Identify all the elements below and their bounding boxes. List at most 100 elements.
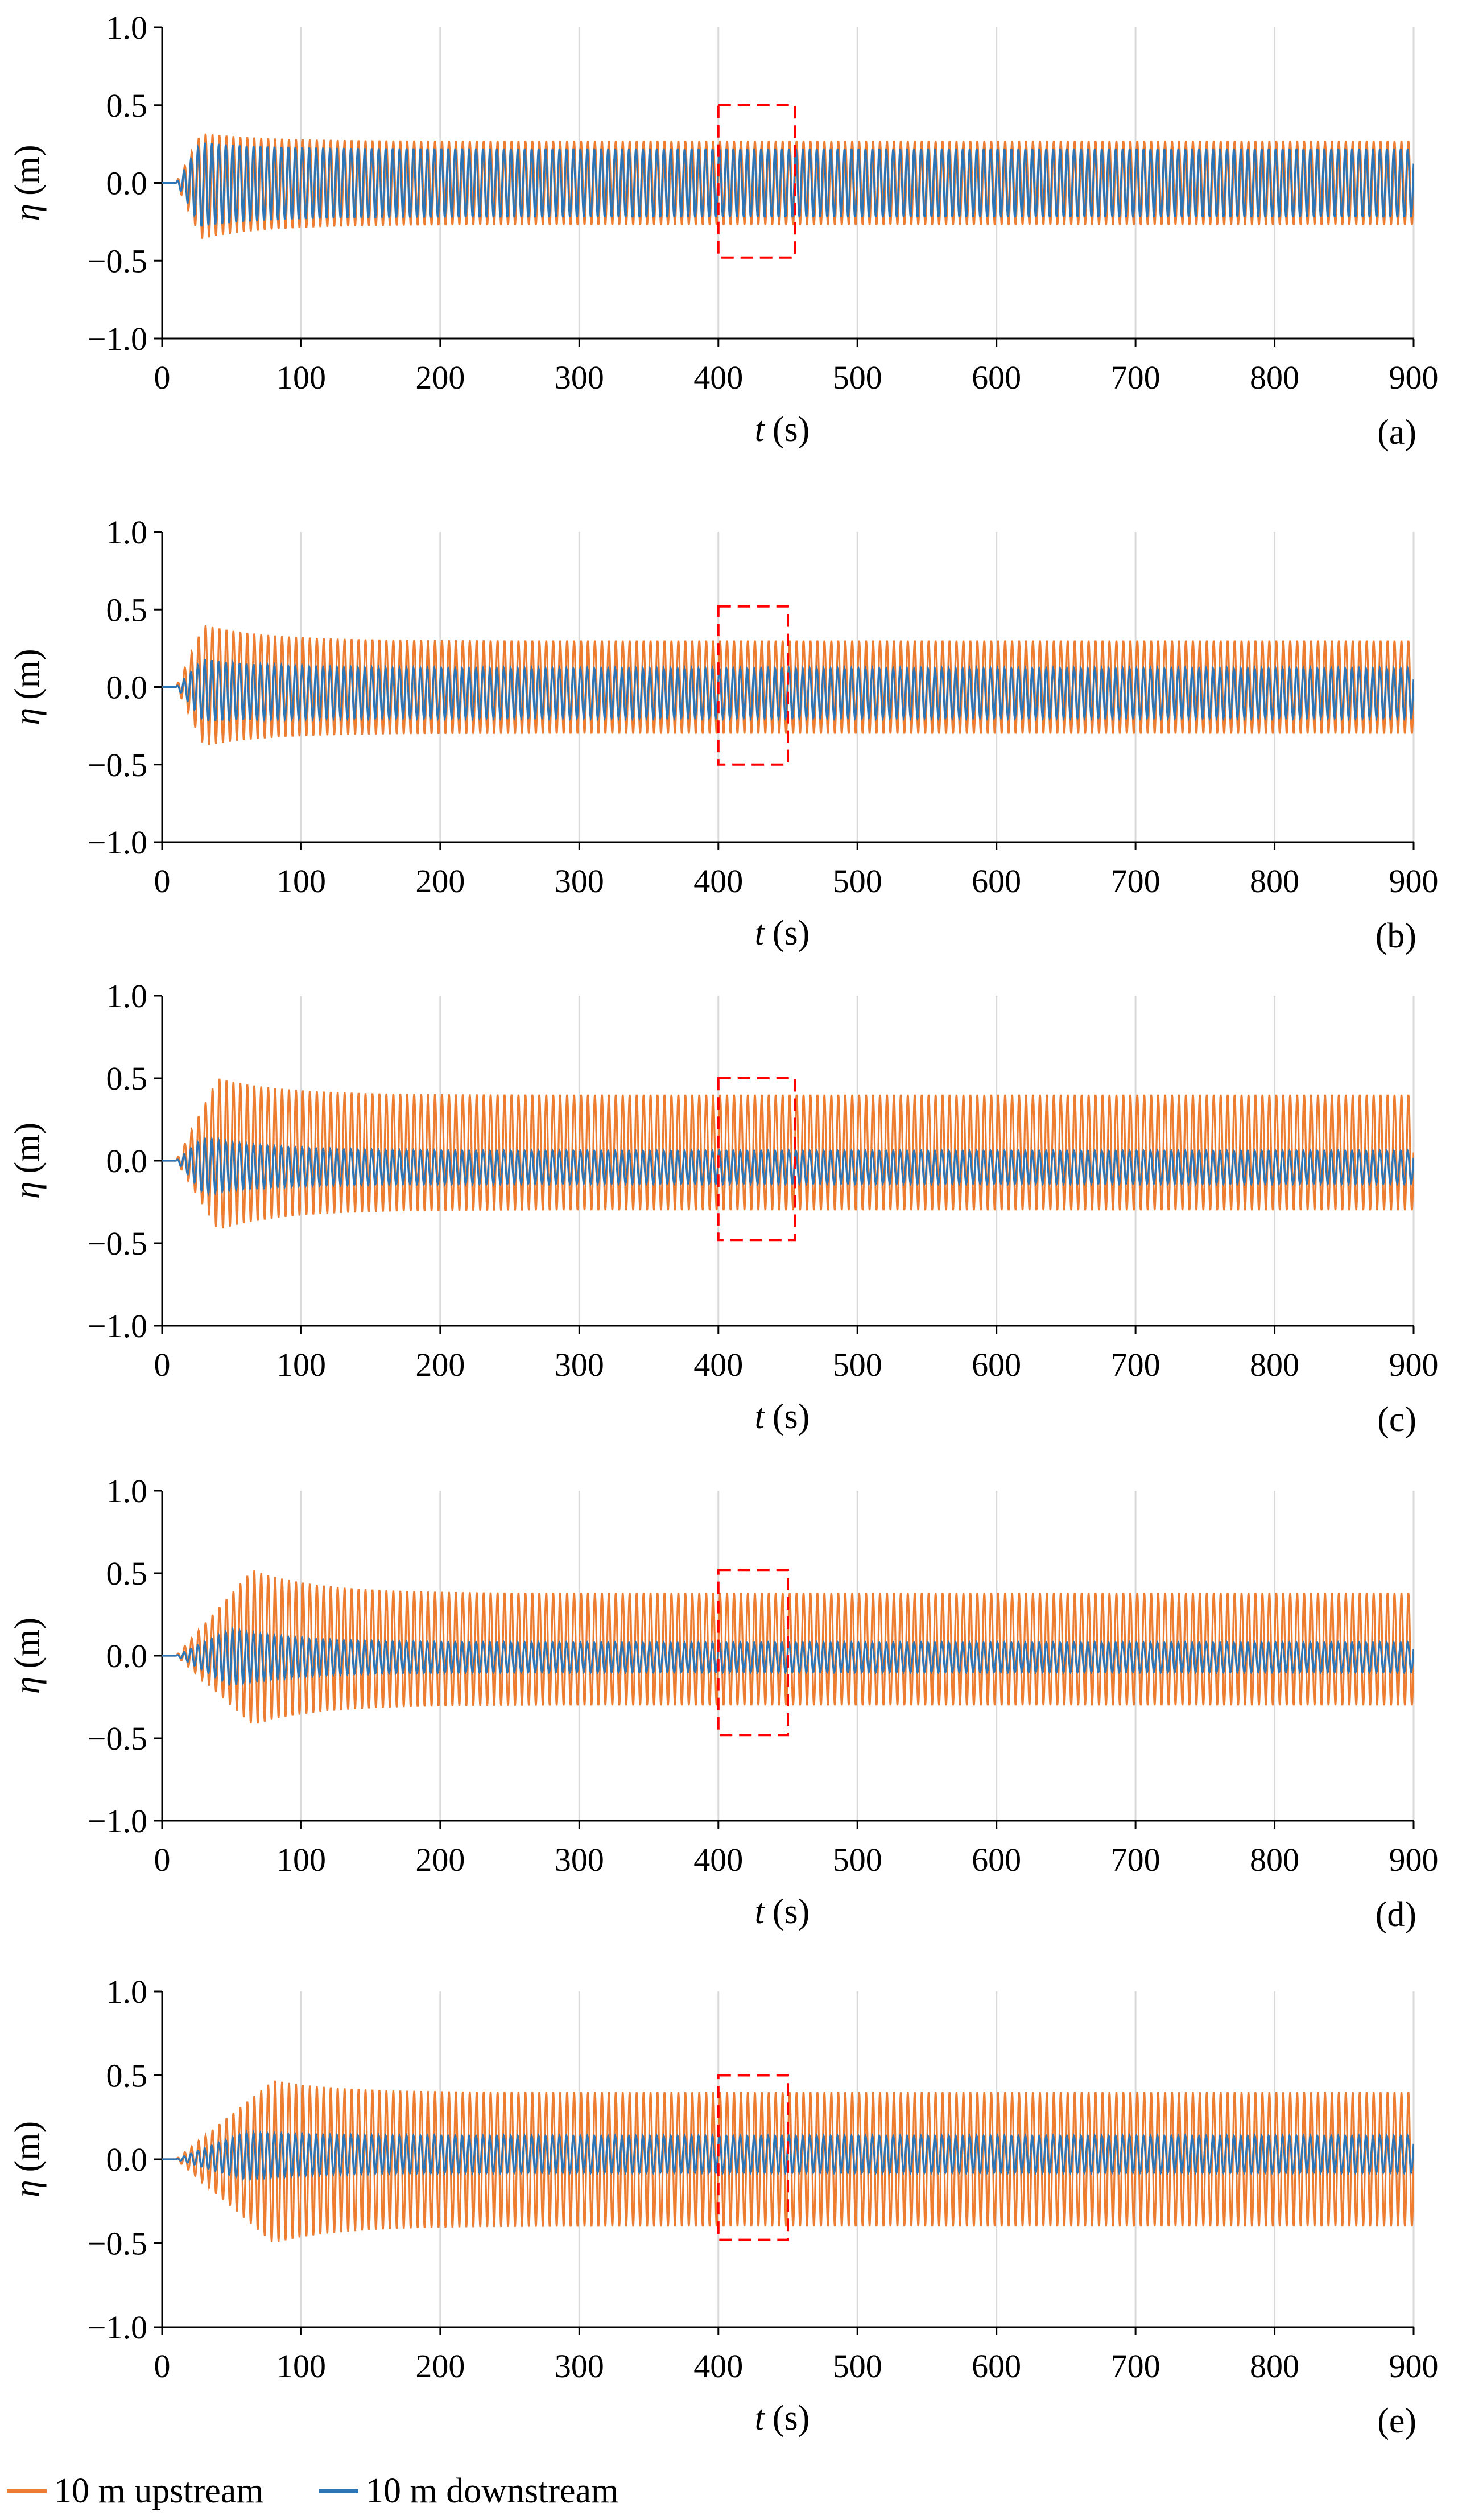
x-tick-label: 400 — [693, 1346, 743, 1383]
y-tick-label: 0.5 — [106, 1060, 148, 1097]
x-tick-label: 900 — [1389, 2348, 1439, 2385]
y-tick-label: 0.0 — [106, 165, 148, 202]
legend-label-downstream: 10 m downstream — [366, 2472, 618, 2510]
x-tick-label: 700 — [1111, 359, 1160, 396]
y-axis-variable: η — [8, 2180, 47, 2197]
x-axis-variable: t — [755, 914, 766, 952]
x-axis-unit: (s) — [773, 2399, 809, 2437]
y-tick-label: 1.0 — [106, 978, 148, 1014]
x-tick-label: 500 — [833, 1841, 882, 1878]
y-tick-label: −0.5 — [88, 242, 147, 279]
x-axis-label: t (s) — [755, 1892, 810, 1931]
y-tick-label: 0.5 — [106, 87, 148, 124]
x-axis-unit: (s) — [773, 914, 809, 952]
y-axis-unit: (m) — [8, 1123, 47, 1174]
y-axis-label: η (m) — [8, 1618, 47, 1694]
x-tick-label: 400 — [693, 1841, 743, 1878]
chart-panel: 1.0 0.5 0.0 −0.5 −1.00 100 200 300 400 500 600 700 8… — [8, 9, 1439, 452]
x-tick-label: 400 — [693, 359, 743, 396]
x-tick-label: 500 — [833, 863, 882, 900]
x-tick-label: 300 — [555, 1346, 604, 1383]
y-axis-variable: η — [8, 1676, 47, 1694]
y-axis-unit: (m) — [8, 2121, 47, 2172]
x-tick-label: 200 — [415, 1841, 465, 1878]
y-axis-label: η (m) — [8, 1123, 47, 1199]
x-tick-label: 900 — [1389, 359, 1439, 396]
x-tick-label: 800 — [1250, 359, 1299, 396]
x-tick-label: 800 — [1250, 1346, 1299, 1383]
y-tick-label: 1.0 — [106, 9, 148, 46]
x-tick-label: 600 — [972, 1841, 1021, 1878]
x-tick-label: 100 — [276, 359, 326, 396]
x-tick-label: 0 — [154, 1346, 171, 1383]
x-tick-label: 700 — [1111, 2348, 1160, 2385]
x-tick-label: 300 — [555, 1841, 604, 1878]
x-tick-label: 600 — [972, 359, 1021, 396]
y-tick-label: 0.0 — [106, 669, 148, 706]
series-line-downstream — [162, 1626, 1414, 1688]
x-axis-variable: t — [755, 2399, 766, 2437]
x-tick-label: 500 — [833, 359, 882, 396]
y-tick-label: 0.0 — [106, 1638, 148, 1674]
y-tick-label: −1.0 — [88, 320, 147, 357]
x-axis-variable: t — [755, 410, 766, 449]
chart-panel: 1.0 0.5 0.0 −0.5 −1.00 100 200 300 400 500 600 700 8… — [8, 514, 1439, 955]
x-tick-label: 600 — [972, 2348, 1021, 2385]
y-axis-unit: (m) — [8, 649, 47, 700]
y-axis-label: η (m) — [8, 2121, 47, 2197]
y-axis-variable: η — [8, 1181, 47, 1199]
x-axis-label: t (s) — [755, 1397, 810, 1436]
y-axis-label: η (m) — [8, 145, 47, 221]
x-axis-variable: t — [755, 1892, 766, 1931]
y-axis-label: η (m) — [8, 649, 47, 725]
x-tick-label: 900 — [1389, 863, 1439, 900]
panel-label: (d) — [1376, 1895, 1416, 1934]
panel-label: (e) — [1377, 2402, 1416, 2440]
y-tick-label: −0.5 — [88, 746, 147, 783]
y-tick-label: 0.5 — [106, 591, 148, 628]
x-tick-label: 500 — [833, 2348, 882, 2385]
y-tick-label: −1.0 — [88, 1803, 147, 1840]
x-tick-label: 200 — [415, 863, 465, 900]
x-tick-label: 700 — [1111, 863, 1160, 900]
x-tick-label: 300 — [555, 2348, 604, 2385]
x-axis-label: t (s) — [755, 914, 810, 952]
y-tick-label: 0.0 — [106, 1143, 148, 1179]
y-tick-label: 0.5 — [106, 2057, 148, 2094]
x-tick-label: 700 — [1111, 1346, 1160, 1383]
legend-label-upstream: 10 m upstream — [54, 2472, 264, 2510]
x-tick-label: 200 — [415, 1346, 465, 1383]
y-tick-label: −0.5 — [88, 2225, 147, 2262]
x-tick-label: 500 — [833, 1346, 882, 1383]
x-tick-label: 700 — [1111, 1841, 1160, 1878]
x-tick-label: 0 — [154, 863, 171, 900]
x-tick-label: 600 — [972, 1346, 1021, 1383]
series-line-downstream — [162, 1135, 1414, 1197]
chart-panel: 1.0 0.5 0.0 −0.5 −1.00 100 200 300 400 500 600 700 8… — [8, 1473, 1439, 1934]
y-tick-label: −1.0 — [88, 2309, 147, 2346]
highlight-box — [717, 1077, 796, 1242]
x-tick-label: 900 — [1389, 1841, 1439, 1878]
x-tick-label: 800 — [1250, 2348, 1299, 2385]
chart-panel: 1.0 0.5 0.0 −0.5 −1.00 100 200 300 400 500 600 700 8… — [8, 978, 1439, 1439]
x-axis-variable: t — [755, 1397, 766, 1436]
y-tick-label: 1.0 — [106, 1973, 148, 2010]
series-line-downstream — [162, 142, 1414, 227]
y-tick-label: 0.5 — [106, 1555, 148, 1592]
y-tick-label: −0.5 — [88, 1720, 147, 1757]
x-tick-label: 900 — [1389, 1346, 1439, 1383]
y-tick-label: 1.0 — [106, 514, 148, 551]
x-axis-unit: (s) — [773, 1397, 809, 1436]
x-tick-label: 100 — [276, 1841, 326, 1878]
x-tick-label: 600 — [972, 863, 1021, 900]
x-tick-label: 400 — [693, 2348, 743, 2385]
x-tick-label: 0 — [154, 359, 171, 396]
series-line-upstream — [162, 2080, 1414, 2242]
y-axis-unit: (m) — [8, 145, 47, 196]
y-axis-variable: η — [8, 708, 47, 725]
x-tick-label: 200 — [415, 359, 465, 396]
x-axis-unit: (s) — [773, 410, 809, 449]
x-tick-label: 800 — [1250, 1841, 1299, 1878]
y-axis-unit: (m) — [8, 1618, 47, 1669]
